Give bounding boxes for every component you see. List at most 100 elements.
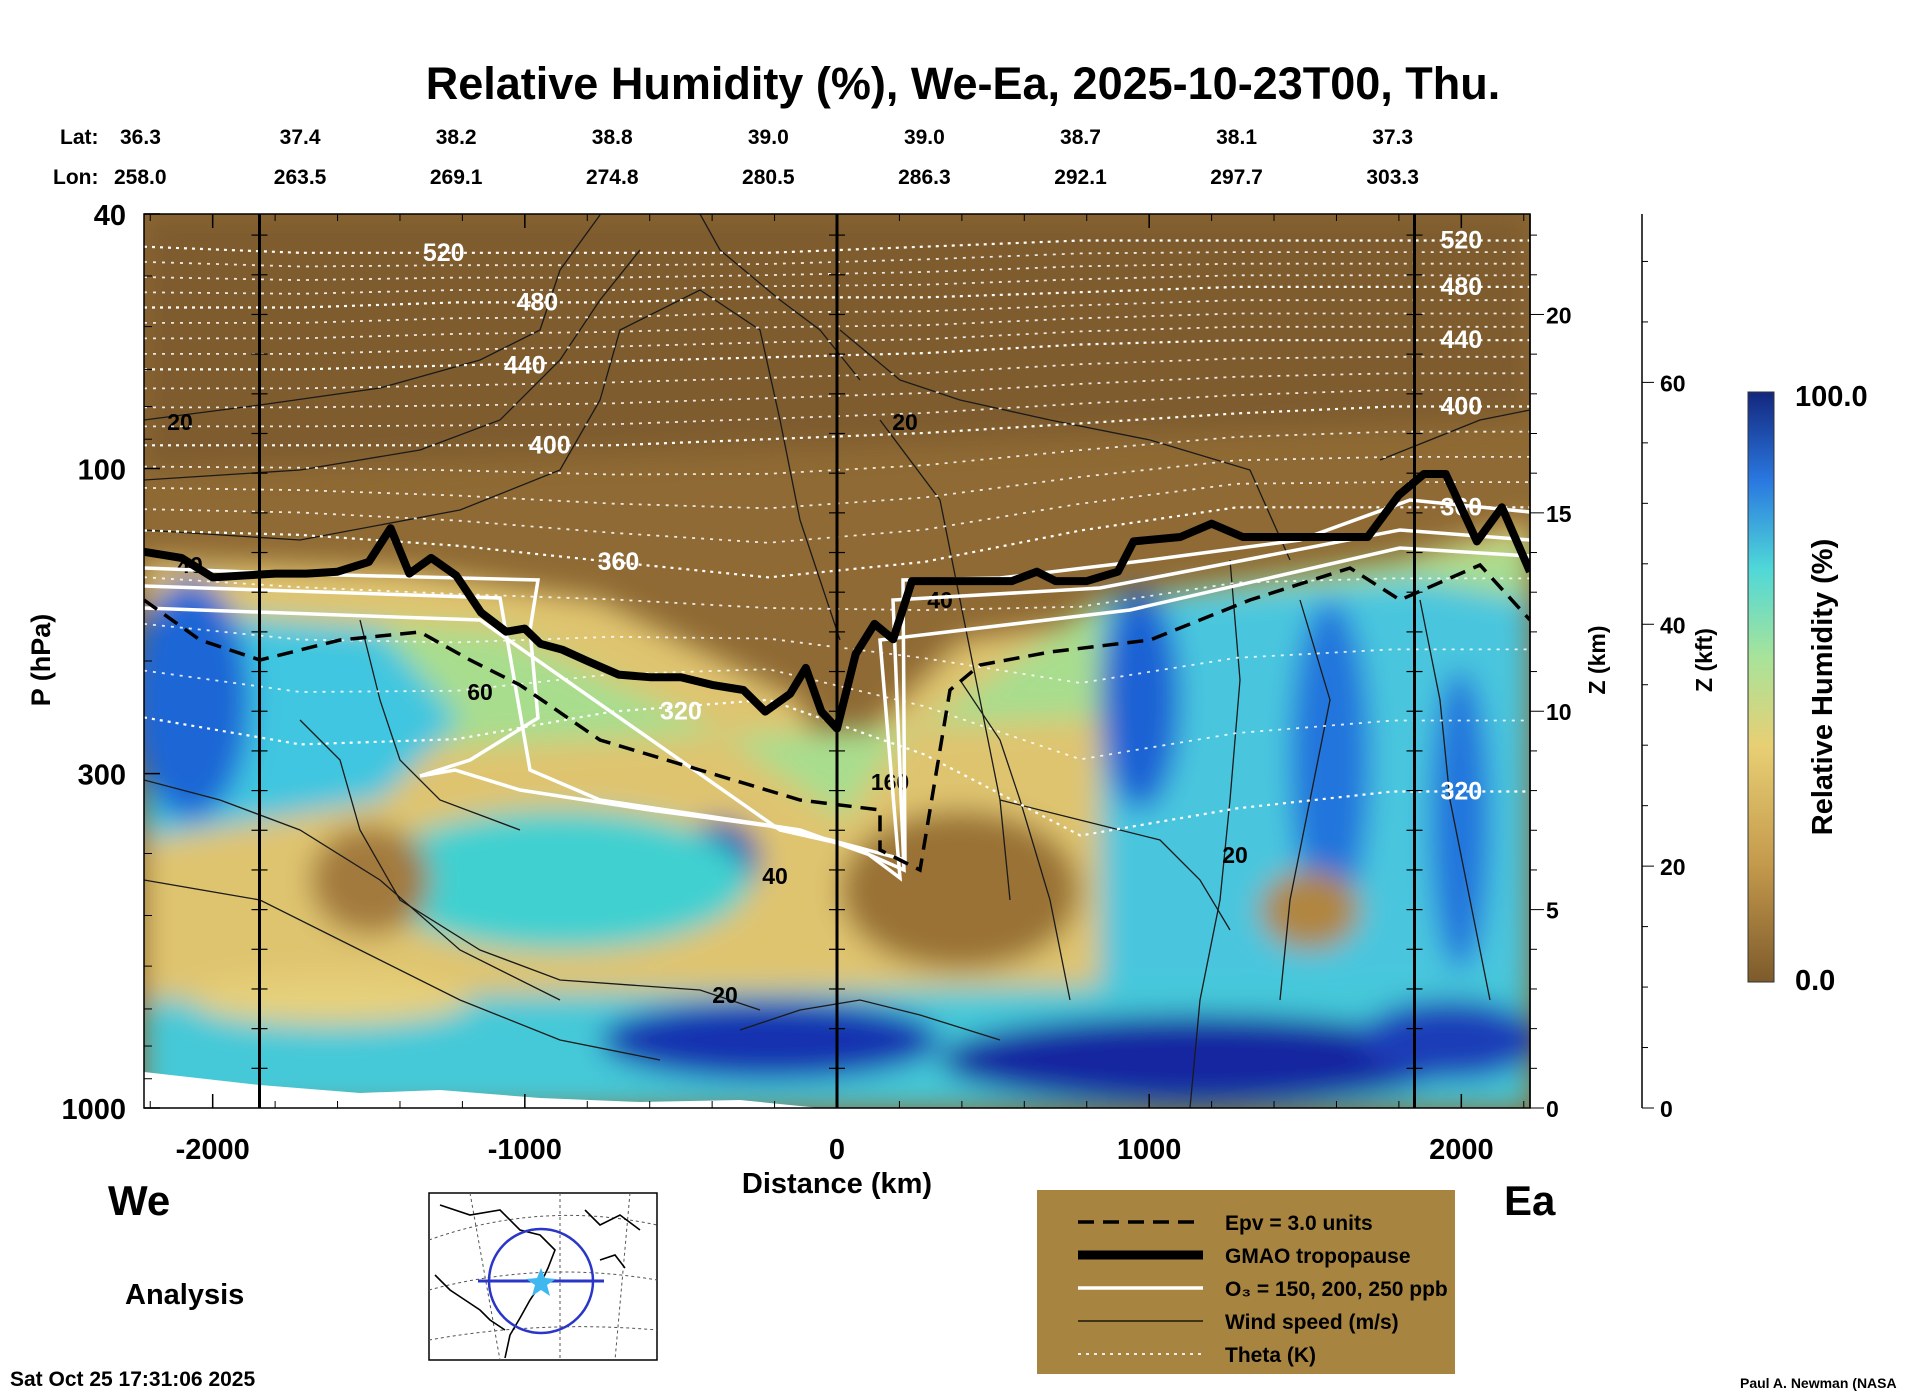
bl-tan [190,975,470,1025]
z-kft-tick-label: 60 [1660,370,1686,396]
lat-value: 38.7 [1060,126,1101,149]
theta-minor-contour [144,312,1530,340]
east-label: Ea [1504,1177,1556,1224]
theta-minor-contour [144,623,1530,684]
theta-minor-contour [144,274,1530,295]
lat-value: 39.0 [748,126,789,149]
z-kft-tick-label: 40 [1660,612,1686,638]
theta-label: 360 [598,548,640,576]
lon-value: 280.5 [742,166,795,189]
theta-label: 320 [660,698,702,726]
analysis-label: Analysis [125,1279,244,1311]
theta-label: 440 [504,351,546,379]
theta-minor-contour [144,372,1530,409]
west-label: We [108,1177,170,1224]
theta-minor-contour [144,389,1530,428]
lat-value: 38.2 [436,126,477,149]
z-km-tick-label: 5 [1546,898,1559,924]
theta-minor-contour [144,481,1530,544]
wind-contour [299,719,761,1011]
theta-minor-contour [144,251,1530,268]
lon-value: 269.1 [430,166,483,189]
lat-value: 37.4 [280,126,321,149]
map-coastline [434,1204,641,1359]
lon-value: 263.5 [274,166,327,189]
z-kft-axis-label: Z (kft) [1691,628,1717,692]
theta-contour-440 [144,339,1530,371]
timestamp: Sat Oct 25 17:31:06 2025 [10,1368,255,1391]
theta-minor-contour [144,262,1530,282]
bl-wet-2 [940,1015,1460,1105]
x-axis-label: Distance (km) [742,1168,932,1200]
colorbar [1747,391,1775,983]
lat-value: 36.3 [120,126,161,149]
lon-value: 286.3 [898,166,951,189]
blue-column-2 [1290,600,1370,920]
brown-patch-east [1260,870,1360,950]
theta-label-east: 520 [1440,226,1482,254]
p-tick-label: 40 [94,200,126,232]
p-tick-label: 100 [78,454,126,486]
theta-label: 400 [529,431,571,459]
theta-minor-contour [144,576,1530,612]
z-kft-tick-label: 0 [1660,1096,1673,1122]
wind-contour [999,799,1231,931]
credit: Paul A. Newman (NASA [1740,1375,1897,1391]
theta-label-east: 440 [1440,326,1482,354]
blue-patch-west [144,580,250,820]
wind-contour [1279,599,1331,1001]
theta-minor-contour [144,325,1530,355]
theta-minor-contour [144,355,1530,390]
wind-contour [359,619,521,831]
theta-label-east: 400 [1440,393,1482,421]
theta-label-east: 320 [1440,778,1482,806]
z-kft-tick-label: 20 [1660,854,1686,880]
wind-label: 40 [762,863,788,889]
wind-contour [699,214,861,381]
legend-label: GMAO tropopause [1225,1245,1411,1268]
blue-column-3 [1430,670,1490,970]
wind-label: 20 [892,409,918,435]
z-km-tick-label: 15 [1546,501,1572,527]
brown-patch-west [310,825,430,935]
legend: Epv = 3.0 units GMAO tropopause O₃ = 150, … [1037,1190,1455,1374]
theta-label: 520 [423,239,465,267]
lat-value: 38.1 [1216,126,1257,149]
z-km-axis-label: Z (km) [1584,626,1610,695]
lon-value: 297.7 [1210,166,1263,189]
p-tick-label: 300 [78,760,126,792]
wind-contour [1189,559,1241,1108]
lat-value: 38.8 [592,126,633,149]
wind-label: 40 [927,587,953,613]
wind-contour [144,879,661,1061]
x-tick-label: 2000 [1429,1134,1494,1166]
blue-column-1 [1100,590,1180,810]
gmao-tropopause-line [144,470,1530,733]
lon-value: 258.0 [114,166,167,189]
cyan-patch-mid [370,810,750,950]
vertical-marker-lines [251,214,1423,1108]
theta-minor-contour [144,668,1530,761]
theta-contour-480 [144,285,1530,309]
wind-contour [1419,599,1491,1001]
longitude-labels: 258.0 263.5 269.1 274.8 280.5 286.3 292.1 297.7… [114,166,1419,189]
theta-minor-contour [144,430,1530,476]
bl-wet-3 [1360,1000,1530,1080]
map-center-star [526,1268,556,1296]
y-axis-label: P (hPa) [26,614,56,707]
p-tick-label: 1000 [61,1094,126,1126]
z-km-axis: 0 5 10 15 20 [1529,214,1572,1122]
latitude-labels: 36.3 37.4 38.2 38.8 39.0 39.0 38.7 38.1 37.3 [120,126,1413,149]
legend-label: Theta (K) [1225,1344,1316,1367]
lon-label: Lon: [53,166,98,189]
brown-dry-tongue [840,810,1080,970]
wind-contour [1379,409,1530,461]
legend-label: Wind speed (m/s) [1225,1311,1399,1334]
theta-minor-contour [144,456,1530,510]
x-tick-label: -2000 [176,1134,250,1166]
z-kft-axis: 0 20 40 60 [1641,214,1686,1122]
